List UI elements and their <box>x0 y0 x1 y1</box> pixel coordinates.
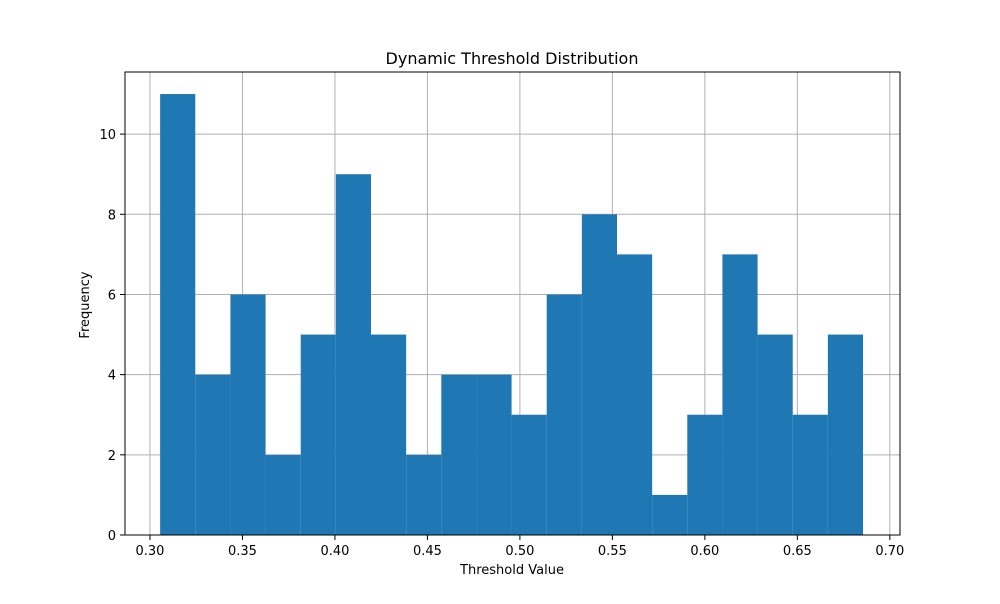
y-axis-ticks: 0 2 4 6 8 10 <box>99 128 125 544</box>
histogram-bar <box>546 294 582 535</box>
x-tick-label: 0.30 <box>135 544 164 559</box>
y-tick-label: 10 <box>99 128 116 143</box>
x-tick-label: 0.50 <box>505 544 534 559</box>
x-tick-label: 0.60 <box>690 544 719 559</box>
histogram-bar <box>511 414 547 535</box>
chart-title: Dynamic Threshold Distribution <box>386 49 639 68</box>
x-axis-label: Threshold Value <box>459 563 564 578</box>
histogram-bar <box>230 294 266 535</box>
x-tick-label: 0.65 <box>783 544 812 559</box>
y-tick-label: 2 <box>108 449 116 464</box>
histogram-bars <box>160 94 864 536</box>
y-tick-label: 6 <box>108 288 116 303</box>
histogram-bar <box>652 494 688 535</box>
histogram-bar <box>406 454 442 535</box>
y-tick-label: 0 <box>108 529 116 544</box>
histogram-bar <box>160 94 196 536</box>
plot-frame <box>124 71 901 536</box>
histogram-bar <box>371 334 407 535</box>
y-tick-label: 8 <box>108 208 116 223</box>
histogram-bar <box>441 374 477 535</box>
x-axis-ticks: 0.30 0.35 0.40 0.45 0.50 0.55 0.60 0.65 0.70 <box>135 535 904 559</box>
histogram-bar <box>757 334 793 535</box>
histogram-bar <box>581 214 618 535</box>
histogram-bar <box>827 334 864 535</box>
histogram-bar <box>335 174 372 536</box>
histogram-bar <box>687 414 723 535</box>
x-tick-label: 0.70 <box>875 544 904 559</box>
histogram-bar <box>476 374 512 535</box>
histogram-bar <box>792 414 828 535</box>
y-tick-label: 4 <box>108 369 116 384</box>
x-tick-label: 0.45 <box>413 544 442 559</box>
x-tick-label: 0.55 <box>598 544 627 559</box>
histogram-bar <box>617 254 653 536</box>
histogram-bar <box>722 254 758 536</box>
y-axis-label: Frequency <box>78 271 93 338</box>
x-tick-label: 0.40 <box>320 544 349 559</box>
x-tick-label: 0.35 <box>228 544 257 559</box>
histogram-bar <box>265 454 301 535</box>
histogram-bar <box>300 334 336 535</box>
histogram-bar <box>195 374 231 535</box>
